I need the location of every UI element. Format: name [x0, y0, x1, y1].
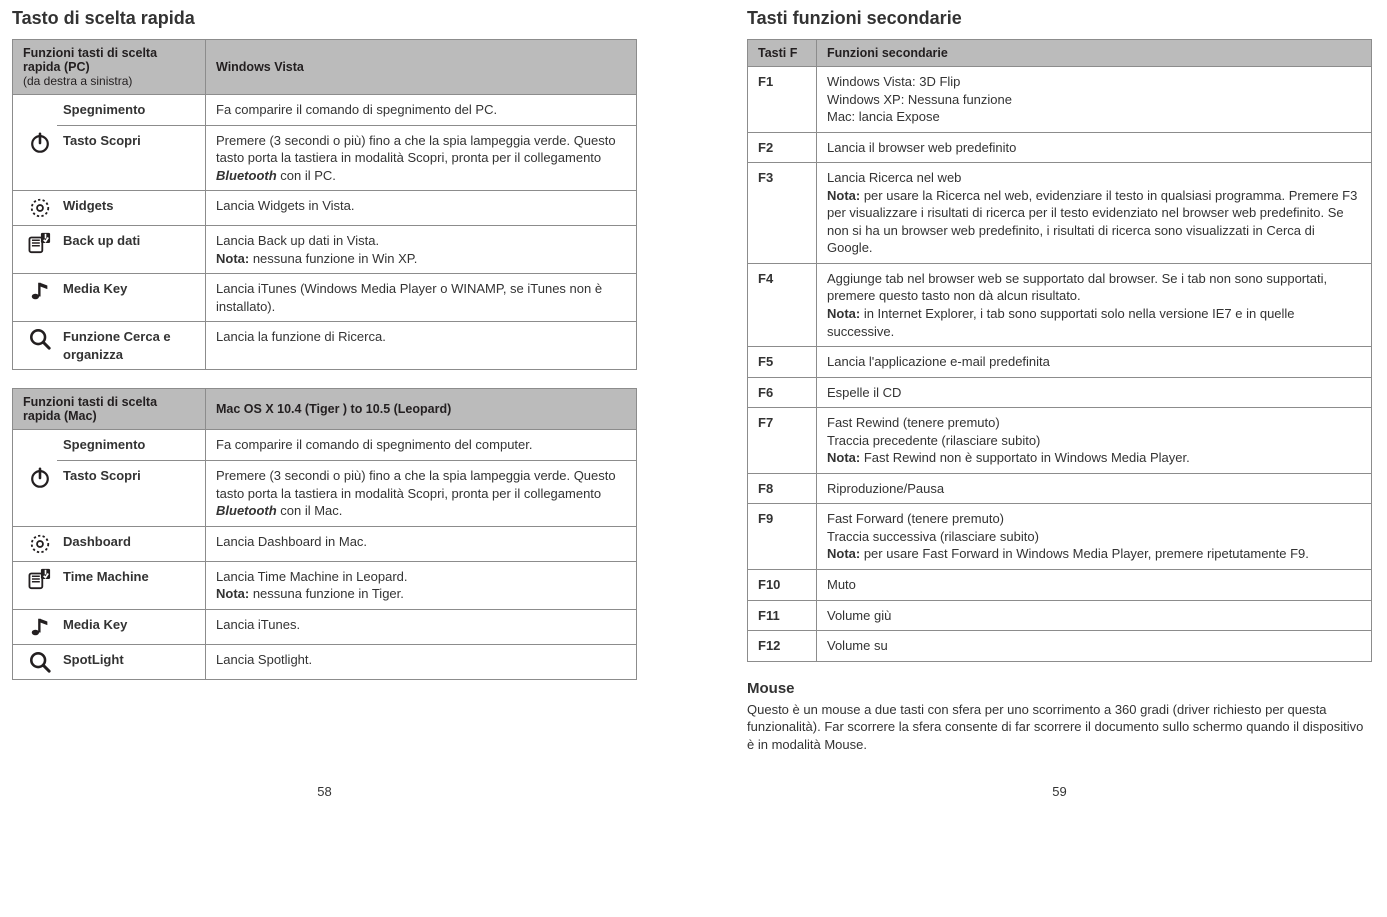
desc-cell: Premere (3 secondi o più) fino a che la …	[206, 125, 637, 191]
mouse-heading: Mouse	[747, 680, 1372, 697]
widget-icon	[28, 197, 52, 219]
label-cell: Funzione Cerca e organizza	[57, 322, 206, 370]
fkey-cell: F4	[748, 263, 817, 346]
th-pc-label: Funzioni tasti di scelta rapida (PC) (da…	[13, 40, 206, 95]
music-icon	[28, 616, 52, 638]
fkey-cell: F7	[748, 408, 817, 474]
desc-cell: Fa comparire il comando di spegnimento d…	[206, 430, 637, 461]
desc-cell: Lancia iTunes.	[206, 609, 637, 644]
left-title: Tasto di scelta rapida	[12, 8, 637, 29]
fdesc-cell: Volume giù	[817, 600, 1372, 631]
desc-cell: Lancia Back up dati in Vista.Nota: nessu…	[206, 226, 637, 274]
table-pc: Funzioni tasti di scelta rapida (PC) (da…	[12, 39, 637, 370]
fkey-cell: F9	[748, 504, 817, 570]
fdesc-cell: Fast Forward (tenere premuto)Traccia suc…	[817, 504, 1372, 570]
fkey-cell: F12	[748, 631, 817, 662]
icon-cell	[13, 609, 58, 644]
icon-cell	[13, 430, 58, 526]
icon-cell	[13, 644, 58, 679]
fdesc-cell: Windows Vista: 3D FlipWindows XP: Nessun…	[817, 67, 1372, 133]
fkey-cell: F11	[748, 600, 817, 631]
fdesc-cell: Volume su	[817, 631, 1372, 662]
right-title: Tasti funzioni secondarie	[747, 8, 1372, 29]
page-number-left: 58	[317, 784, 331, 799]
fkey-cell: F10	[748, 570, 817, 601]
table-mac: Funzioni tasti di scelta rapida (Mac) Ma…	[12, 388, 637, 679]
table-fkeys: Tasti F Funzioni secondarie F1Windows Vi…	[747, 39, 1372, 662]
icon-cell	[13, 191, 58, 226]
icon-cell	[13, 322, 58, 370]
fkey-cell: F1	[748, 67, 817, 133]
desc-cell: Premere (3 secondi o più) fino a che la …	[206, 461, 637, 527]
fkey-cell: F3	[748, 163, 817, 264]
page-number-right: 59	[1052, 784, 1066, 799]
desc-cell: Lancia Widgets in Vista.	[206, 191, 637, 226]
backup-icon	[28, 568, 52, 590]
mouse-text: Questo è un mouse a due tasti con sfera …	[747, 701, 1372, 754]
label-cell: Widgets	[57, 191, 206, 226]
music-icon	[28, 280, 52, 302]
fdesc-cell: Muto	[817, 570, 1372, 601]
fkey-cell: F8	[748, 473, 817, 504]
search-icon	[28, 328, 52, 350]
label-cell: Back up dati	[57, 226, 206, 274]
th-fdesc: Funzioni secondarie	[817, 40, 1372, 67]
th-fkey: Tasti F	[748, 40, 817, 67]
desc-cell: Lancia Time Machine in Leopard.Nota: nes…	[206, 561, 637, 609]
label-cell: Time Machine	[57, 561, 206, 609]
label-cell: Media Key	[57, 274, 206, 322]
icon-cell	[13, 226, 58, 274]
fdesc-cell: Fast Rewind (tenere premuto)Traccia prec…	[817, 408, 1372, 474]
desc-cell: Lancia iTunes (Windows Media Player o WI…	[206, 274, 637, 322]
label-cell: Spegnimento	[57, 430, 206, 461]
left-page: Tasto di scelta rapida Funzioni tasti di…	[12, 8, 637, 759]
fdesc-cell: Riproduzione/Pausa	[817, 473, 1372, 504]
desc-cell: Lancia la funzione di Ricerca.	[206, 322, 637, 370]
th-mac-os: Mac OS X 10.4 (Tiger ) to 10.5 (Leopard)	[206, 389, 637, 430]
fdesc-cell: Lancia l'applicazione e-mail predefinita	[817, 347, 1372, 378]
desc-cell: Fa comparire il comando di spegnimento d…	[206, 95, 637, 126]
label-cell: Dashboard	[57, 526, 206, 561]
label-cell: Spegnimento	[57, 95, 206, 126]
fkey-cell: F6	[748, 377, 817, 408]
power-icon	[28, 132, 52, 154]
widget-icon	[28, 533, 52, 555]
label-cell: Tasto Scopri	[57, 461, 206, 527]
th-pc-os: Windows Vista	[206, 40, 637, 95]
fdesc-cell: Lancia il browser web predefinito	[817, 132, 1372, 163]
fkey-cell: F2	[748, 132, 817, 163]
power-icon	[28, 467, 52, 489]
icon-cell	[13, 95, 58, 191]
desc-cell: Lancia Dashboard in Mac.	[206, 526, 637, 561]
label-cell: Tasto Scopri	[57, 125, 206, 191]
label-cell: Media Key	[57, 609, 206, 644]
fkey-cell: F5	[748, 347, 817, 378]
backup-icon	[28, 232, 52, 254]
search-icon	[28, 651, 52, 673]
icon-cell	[13, 561, 58, 609]
fdesc-cell: Aggiunge tab nel browser web se supporta…	[817, 263, 1372, 346]
fdesc-cell: Espelle il CD	[817, 377, 1372, 408]
label-cell: SpotLight	[57, 644, 206, 679]
icon-cell	[13, 526, 58, 561]
icon-cell	[13, 274, 58, 322]
fdesc-cell: Lancia Ricerca nel webNota: per usare la…	[817, 163, 1372, 264]
th-mac-label: Funzioni tasti di scelta rapida (Mac)	[13, 389, 206, 430]
right-page: Tasti funzioni secondarie Tasti F Funzio…	[747, 8, 1372, 759]
desc-cell: Lancia Spotlight.	[206, 644, 637, 679]
